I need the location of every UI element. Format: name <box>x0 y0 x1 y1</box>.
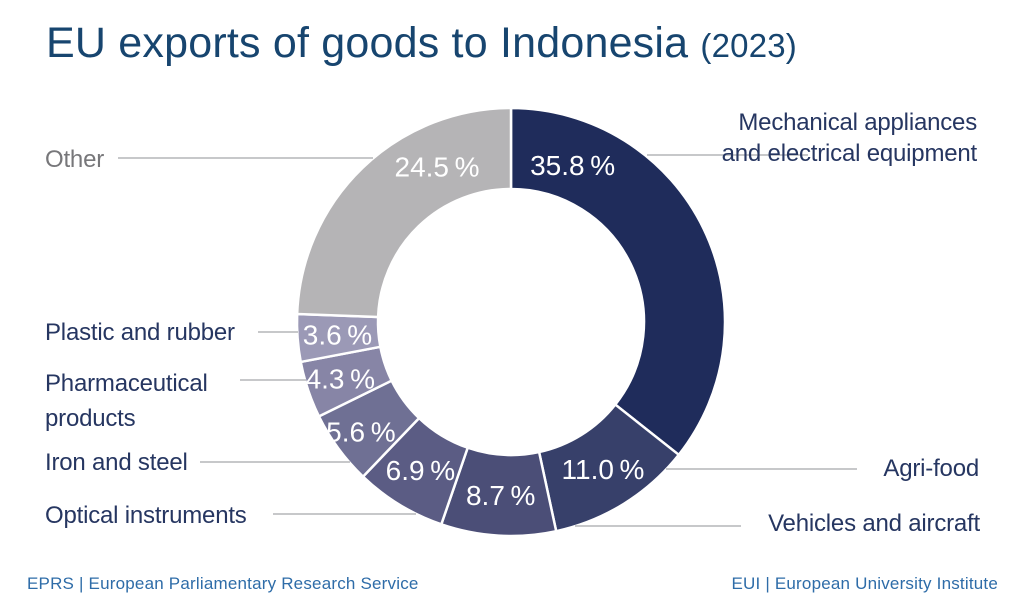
value-label-optical-instruments: 6.9 % <box>386 455 455 486</box>
callout-label-other: Other <box>45 146 105 173</box>
leader-line-pharmaceutical-products <box>240 379 306 381</box>
page-title: EU exports of goods to Indonesia (2023) <box>46 18 797 71</box>
value-label-plastic-and-rubber: 3.6 % <box>303 320 372 351</box>
leader-line-iron-and-steel <box>200 461 350 463</box>
footer-eprs: EPRS | European Parliamentary Research S… <box>27 574 419 593</box>
value-label-pharmaceutical-products: 4.3 % <box>306 364 375 395</box>
leader-line-other <box>118 157 373 159</box>
leader-line-vehicles-and-aircraft <box>575 525 741 527</box>
value-label-mechanical-appliances-and-electrical-equipment: 35.8 % <box>530 150 615 181</box>
leader-line-mechanical-appliances <box>647 154 808 156</box>
leader-line-plastic-and-rubber <box>258 331 298 333</box>
leader-line-optical-instruments <box>273 513 416 515</box>
title-year: (2023) <box>700 27 797 64</box>
callout-label-iron-and-steel: Iron and steel <box>45 449 188 476</box>
callout-label-mechanical-appliances: Mechanical appliances and electrical equ… <box>721 109 978 167</box>
value-label-other: 24.5 % <box>395 151 480 182</box>
callout-label-vehicles-and-aircraft: Vehicles and aircraft <box>768 510 980 537</box>
callout-label-plastic-and-rubber: Plastic and rubber <box>45 319 235 346</box>
value-label-agri-food: 11.0 % <box>562 454 645 485</box>
value-label-iron-and-steel: 5.6 % <box>326 416 395 447</box>
callout-label-optical-instruments: Optical instruments <box>45 502 247 529</box>
value-label-vehicles-and-aircraft: 8.7 % <box>466 480 535 511</box>
leader-line-agri-food <box>666 468 857 470</box>
slice-other <box>295 106 513 319</box>
callout-label-pharmaceutical-products: Pharmaceutical products <box>45 370 208 432</box>
callout-label-agri-food: Agri-food <box>883 455 979 482</box>
slice-mechanical-appliances-and-electrical-equipment <box>509 106 727 457</box>
page-title-text: EU exports of goods to Indonesia <box>46 19 689 67</box>
footer-eui: EUI | European University Institute <box>731 574 998 593</box>
